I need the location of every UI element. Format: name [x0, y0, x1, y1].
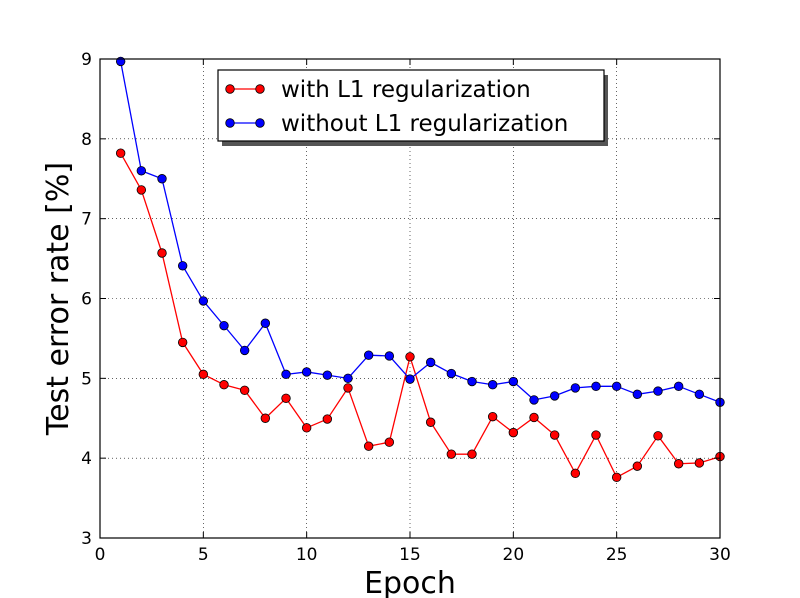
- data-point: [591, 430, 601, 440]
- data-point: [136, 166, 147, 176]
- data-point: [198, 296, 209, 306]
- data-point: [301, 367, 312, 377]
- data-point: [425, 357, 436, 368]
- data-point: [611, 472, 622, 483]
- data-point: [673, 381, 684, 392]
- data-point: [219, 380, 229, 390]
- data-point: [653, 431, 663, 441]
- legend-box: [217, 69, 605, 142]
- data-point: [301, 423, 312, 433]
- legend: with L1 regularization without L1 regula…: [217, 69, 608, 146]
- data-point: [446, 449, 457, 459]
- data-point: [157, 248, 167, 258]
- data-point: [239, 385, 250, 396]
- legend-marker-with-l1: [225, 84, 235, 94]
- y-tick-label: 8: [81, 130, 92, 150]
- data-point: [653, 386, 663, 396]
- data-point: [219, 320, 229, 331]
- data-point: [570, 468, 581, 479]
- legend-marker-without-l1: [255, 118, 265, 128]
- data-point: [673, 459, 684, 469]
- y-tick-label: 4: [81, 449, 92, 469]
- data-point: [343, 383, 353, 393]
- x-tick-label: 0: [95, 545, 106, 565]
- data-point: [467, 449, 477, 459]
- legend-marker-without-l1: [225, 118, 235, 128]
- data-point: [508, 376, 519, 387]
- data-point: [549, 391, 560, 401]
- data-point: [157, 174, 167, 184]
- series-without-l1: [115, 56, 725, 407]
- legend-label-with-l1: with L1 regularization: [281, 77, 531, 103]
- data-point: [363, 441, 374, 451]
- grid-lines: [100, 59, 720, 538]
- data-point: [529, 412, 539, 423]
- data-point: [467, 376, 477, 387]
- data-point: [177, 261, 188, 271]
- data-point: [611, 381, 622, 392]
- y-axis-title: Test error rate [%]: [41, 162, 76, 436]
- y-tick-label: 6: [81, 290, 92, 310]
- data-point: [136, 185, 147, 195]
- data-point: [529, 395, 539, 405]
- y-tick-label: 7: [81, 210, 92, 230]
- data-point: [198, 369, 209, 380]
- data-point: [405, 352, 415, 362]
- legend-label-without-l1: without L1 regularization: [281, 111, 568, 137]
- data-point: [384, 437, 395, 447]
- y-tick-label: 5: [81, 369, 92, 389]
- data-point: [260, 413, 271, 423]
- data-point: [115, 56, 126, 67]
- y-tick-label: 3: [81, 529, 92, 549]
- series-with-l1: [115, 148, 725, 483]
- y-tick-label: 9: [81, 50, 92, 70]
- data-point: [281, 393, 291, 403]
- data-point: [446, 368, 457, 379]
- x-tick-label: 20: [503, 545, 525, 565]
- x-tick-label: 10: [296, 545, 318, 565]
- data-point: [322, 414, 333, 424]
- data-point: [260, 318, 271, 328]
- legend-marker-with-l1: [255, 84, 265, 94]
- data-point: [322, 370, 333, 380]
- data-point: [363, 350, 374, 360]
- axis-ticks: [99, 58, 721, 539]
- x-axis-title: Epoch: [364, 566, 456, 598]
- data-point: [487, 380, 498, 390]
- data-series: [115, 56, 725, 483]
- data-point: [239, 345, 250, 356]
- data-point: [405, 374, 415, 384]
- data-point: [591, 381, 601, 392]
- tick-labels: 0 5 10 15 20 25 30 3 4 5 6 7 8 9: [81, 50, 731, 565]
- data-point: [343, 373, 353, 384]
- data-point: [694, 458, 705, 468]
- data-point: [632, 389, 643, 400]
- data-point: [115, 148, 126, 158]
- x-tick-label: 30: [709, 545, 731, 565]
- data-point: [425, 417, 436, 427]
- data-point: [570, 383, 581, 393]
- data-point: [384, 351, 395, 361]
- data-point: [281, 369, 291, 380]
- data-point: [549, 430, 560, 440]
- data-point: [508, 427, 519, 438]
- data-point: [487, 411, 498, 422]
- data-point: [632, 461, 643, 471]
- data-point: [694, 389, 705, 400]
- data-point: [177, 337, 188, 348]
- x-tick-label: 15: [399, 545, 421, 565]
- x-tick-label: 25: [606, 545, 628, 565]
- x-tick-label: 5: [198, 545, 209, 565]
